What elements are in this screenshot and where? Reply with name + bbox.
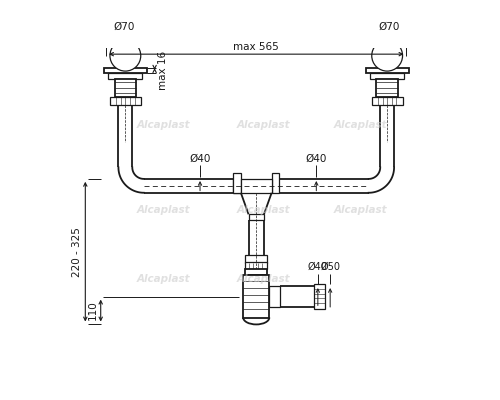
Bar xyxy=(366,68,408,73)
Bar xyxy=(110,97,141,105)
Text: Alcaplast: Alcaplast xyxy=(137,205,190,215)
Text: Alcaplast: Alcaplast xyxy=(137,120,190,130)
Bar xyxy=(246,262,267,269)
Bar xyxy=(246,269,267,275)
Text: Ø40: Ø40 xyxy=(306,154,327,164)
Text: Ø40: Ø40 xyxy=(308,262,328,272)
Circle shape xyxy=(372,40,402,71)
Bar xyxy=(104,68,147,73)
Text: max 16: max 16 xyxy=(158,51,168,90)
Bar xyxy=(272,173,280,193)
Bar xyxy=(314,284,325,309)
Text: 110: 110 xyxy=(88,301,98,320)
Circle shape xyxy=(385,40,390,44)
Bar xyxy=(108,73,142,79)
Bar xyxy=(270,286,280,308)
Circle shape xyxy=(123,40,128,44)
Text: 220 - 325: 220 - 325 xyxy=(72,227,82,277)
Bar xyxy=(233,179,241,193)
Circle shape xyxy=(110,40,141,71)
Bar xyxy=(370,73,404,79)
Text: max 565: max 565 xyxy=(234,42,279,52)
Text: Ø70: Ø70 xyxy=(113,22,134,32)
Text: Alcaplast: Alcaplast xyxy=(237,120,291,130)
Text: Alcaplast: Alcaplast xyxy=(237,205,291,215)
Text: Alcaplast: Alcaplast xyxy=(334,120,387,130)
Bar xyxy=(376,79,398,97)
Bar xyxy=(248,214,264,220)
Bar xyxy=(233,173,241,193)
Bar xyxy=(241,179,272,193)
Bar xyxy=(246,255,267,263)
Text: Ø50: Ø50 xyxy=(320,262,340,272)
Text: Alcaplast: Alcaplast xyxy=(237,274,291,284)
Bar xyxy=(372,97,402,105)
Text: Ø40: Ø40 xyxy=(190,154,210,164)
Text: Alcaplast: Alcaplast xyxy=(334,205,387,215)
Text: Ø70: Ø70 xyxy=(378,22,400,32)
Bar xyxy=(114,79,136,97)
Bar xyxy=(243,275,270,318)
Text: Alcaplast: Alcaplast xyxy=(137,274,190,284)
